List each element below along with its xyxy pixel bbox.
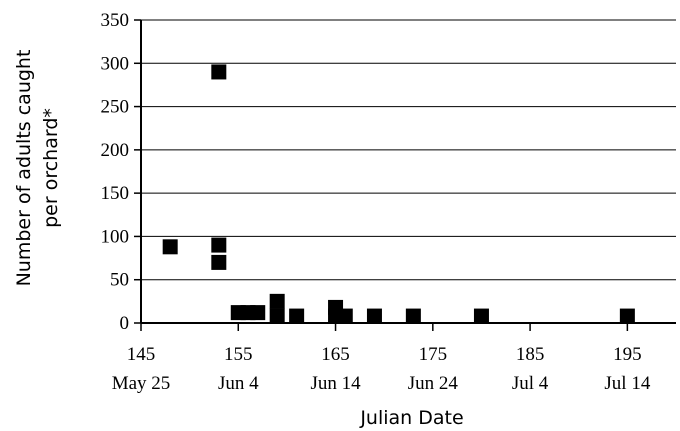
x-tick-date-195: Jul 14	[604, 373, 650, 394]
x-tick-date-185: Jul 4	[512, 373, 549, 394]
x-tick-label-155: 155	[224, 344, 253, 365]
data-point-12	[337, 308, 353, 324]
x-tick-date-175: Jun 24	[408, 373, 459, 394]
data-point-16	[619, 308, 635, 324]
y-tick-label-350: 350	[101, 10, 130, 31]
data-point-14	[405, 308, 421, 324]
x-tick-label-165: 165	[321, 344, 350, 365]
data-point-15	[473, 308, 489, 324]
y-tick-label-100: 100	[101, 226, 130, 247]
x-tick-label-185: 185	[516, 344, 545, 365]
y-tick-label-50: 50	[110, 270, 129, 291]
x-tick-label-145: 145	[127, 344, 156, 365]
data-point-7	[269, 293, 285, 309]
y-axis-title: Number of adults caught per orchard*	[13, 50, 62, 287]
x-axis-title: Julian Date	[359, 407, 463, 429]
y-tick-label-250: 250	[101, 97, 130, 118]
y-tick-label-0: 0	[120, 313, 130, 334]
data-point-1	[211, 64, 227, 80]
x-tick-date-145: May 25	[112, 373, 171, 394]
y-tick-label-300: 300	[101, 53, 130, 74]
y-tick-labels: 0 50 100 150 200 250 300 350	[101, 10, 130, 334]
y-tick-label-200: 200	[101, 140, 130, 161]
data-point-9	[289, 308, 305, 324]
y-axis-title-line-2: per orchard*	[40, 108, 62, 228]
x-tick-label-195: 195	[613, 344, 642, 365]
data-point-8	[269, 308, 285, 324]
x-tick-date-155: Jun 4	[218, 373, 259, 394]
x-tick-date-165: Jun 14	[310, 373, 361, 394]
data-point-2	[211, 237, 227, 253]
data-point-13	[366, 308, 382, 324]
y-axis-title-line-1: Number of adults caught	[13, 50, 35, 287]
x-tick-label-175: 175	[419, 344, 448, 365]
grid-lines	[141, 19, 676, 324]
x-tick-labels: 145 May 25 155 Jun 4 165 Jun 14 175 Jun 24 185 Ju…	[112, 344, 651, 394]
y-tick-label-150: 150	[101, 183, 130, 204]
data-point-3	[211, 254, 227, 270]
data-point-6	[250, 305, 266, 321]
data-points	[162, 64, 635, 324]
data-point-0	[162, 239, 178, 255]
